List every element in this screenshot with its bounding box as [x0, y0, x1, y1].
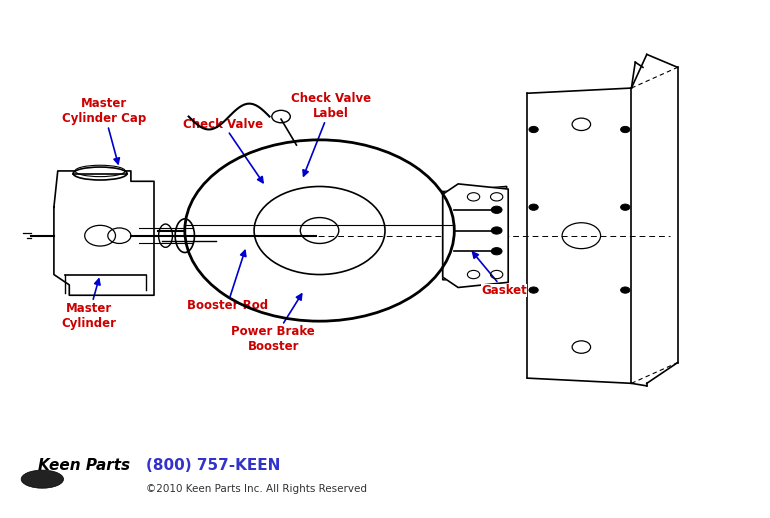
- Circle shape: [491, 227, 502, 234]
- Text: Master
Cylinder Cap: Master Cylinder Cap: [62, 97, 146, 164]
- Ellipse shape: [73, 167, 127, 180]
- Circle shape: [529, 204, 538, 210]
- Text: Power Brake
Booster: Power Brake Booster: [232, 294, 315, 353]
- Circle shape: [491, 206, 502, 213]
- Circle shape: [529, 287, 538, 293]
- Text: Master
Cylinder: Master Cylinder: [61, 279, 116, 330]
- Circle shape: [621, 204, 630, 210]
- Text: Check Valve
Label: Check Valve Label: [291, 92, 371, 176]
- Text: Gasket: Gasket: [473, 252, 527, 297]
- Circle shape: [621, 126, 630, 133]
- Text: ©2010 Keen Parts Inc. All Rights Reserved: ©2010 Keen Parts Inc. All Rights Reserve…: [146, 484, 367, 494]
- Circle shape: [491, 248, 502, 255]
- Ellipse shape: [22, 470, 63, 488]
- Polygon shape: [54, 171, 154, 295]
- Circle shape: [529, 126, 538, 133]
- Polygon shape: [443, 184, 508, 287]
- Text: Booster Rod: Booster Rod: [186, 251, 268, 312]
- Text: (800) 757-KEEN: (800) 757-KEEN: [146, 458, 281, 473]
- Text: Check Valve: Check Valve: [183, 118, 263, 183]
- Text: Keen Parts: Keen Parts: [38, 458, 131, 473]
- Circle shape: [621, 287, 630, 293]
